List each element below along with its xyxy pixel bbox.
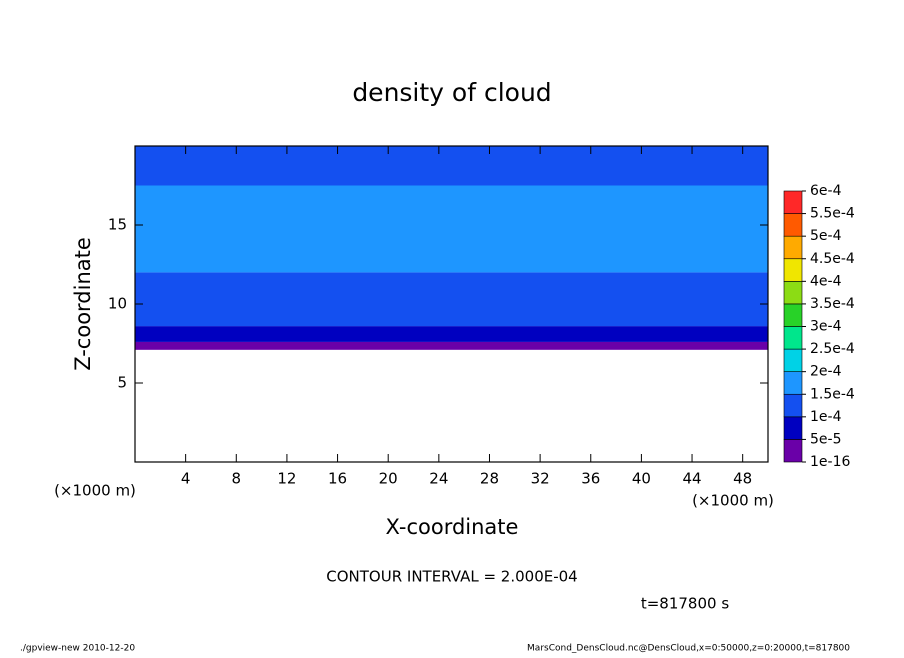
contour-interval: CONTOUR INTERVAL = 2.000E-04	[326, 568, 577, 586]
contour-band	[135, 326, 768, 342]
colorbar-label: 1.5e-4	[810, 386, 855, 402]
colorbar-box	[783, 371, 803, 395]
x-tick-label: 16	[328, 470, 347, 488]
footer: ./gpview-new 2010-12-20	[20, 644, 135, 654]
colorbar-label: 4.5e-4	[810, 251, 855, 267]
x-tick-label: 40	[632, 470, 651, 488]
time-label: t=817800 s	[641, 595, 729, 613]
colorbar-label: 1e-16	[810, 454, 850, 470]
y-axis-label: Z-coordinate	[71, 237, 95, 371]
x-axis-label: X-coordinate	[386, 515, 519, 539]
colorbar-label: 5e-5	[810, 431, 841, 447]
chart-title: density of cloud	[352, 78, 551, 107]
x-tick-label: 48	[733, 470, 752, 488]
colorbar-label: 2.5e-4	[810, 341, 855, 357]
x-tick-label: 4	[181, 470, 191, 488]
y-tick-label: 5	[117, 374, 127, 392]
colorbar-label: 3.5e-4	[810, 296, 855, 312]
colorbar-box	[783, 348, 803, 372]
colorbar-box	[783, 393, 803, 418]
contour-band	[135, 341, 768, 350]
colorbar-label: 6e-4	[810, 183, 842, 199]
colorbar-box	[783, 416, 803, 440]
colorbar-label: 3e-4	[810, 319, 842, 335]
contour-band	[135, 185, 768, 273]
x-tick-label: 32	[531, 470, 550, 488]
colorbar-box	[783, 235, 803, 260]
y-tick-label: 10	[108, 295, 127, 313]
colorbar-label: 4e-4	[810, 273, 842, 289]
colorbar-label: 1e-4	[810, 409, 842, 425]
x-tick-label: 20	[379, 470, 398, 488]
colorbar-box	[783, 439, 803, 463]
x-tick-label: 28	[480, 470, 499, 488]
footer: MarsCond_DensCloud.nc@DensCloud,x=0:5000…	[527, 644, 850, 654]
x-unit: (×1000 m)	[692, 492, 774, 510]
x-tick-label: 44	[682, 470, 701, 488]
y-tick-label: 15	[108, 216, 127, 234]
colorbar-box	[783, 303, 803, 327]
x-tick-label: 12	[277, 470, 296, 488]
colorbar-label: 5e-4	[810, 228, 842, 244]
colorbar-box	[783, 258, 803, 282]
x-tick-label: 36	[581, 470, 600, 488]
colorbar-box	[783, 190, 803, 214]
contour-band	[135, 146, 768, 186]
x-unit: (×1000 m)	[54, 482, 136, 500]
colorbar-label: 2e-4	[810, 364, 842, 380]
x-tick-label: 8	[232, 470, 242, 488]
colorbar-label: 5.5e-4	[810, 206, 855, 222]
x-tick-label: 24	[429, 470, 448, 488]
colorbar-box	[783, 213, 803, 237]
colorbar-box	[783, 281, 803, 305]
colorbar-box	[783, 326, 803, 350]
contour-band	[135, 272, 768, 327]
